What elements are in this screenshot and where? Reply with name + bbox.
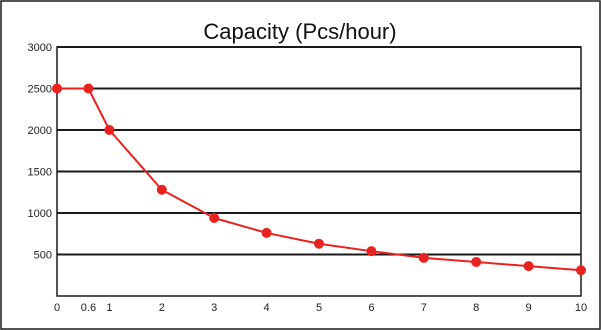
series [52,83,586,276]
x-tick-label: 8 [473,302,479,314]
x-tick-label: 2 [159,302,165,314]
x-tick-label: 9 [526,302,532,314]
x-tick-label: 10 [575,302,587,314]
x-tick-label: 7 [421,302,427,314]
y-tick-label: 2500 [28,84,52,96]
data-point [52,83,62,94]
data-point [366,246,377,257]
x-tick-label: 0.6 [81,302,96,314]
data-point [314,238,324,249]
x-axis-ticks: 0 0.6 1 2 3 4 5 6 7 8 9 10 [54,302,587,314]
x-tick-label: 4 [264,302,270,314]
data-point [104,125,115,135]
data-point [261,227,272,238]
chart-title: Capacity (Pcs/hour) [203,19,396,44]
x-tick-label: 3 [211,302,217,314]
data-point [576,265,586,276]
data-point [83,83,94,94]
x-tick-label: 1 [106,302,112,314]
y-tick-label: 3000 [28,42,52,54]
y-tick-label: 1500 [28,167,52,179]
y-tick-label: 2000 [28,125,52,137]
data-point [471,256,482,267]
x-tick-label: 5 [316,302,322,314]
data-point [523,261,534,272]
x-tick-label: 6 [368,302,374,314]
y-tick-label: 1000 [28,208,52,220]
y-tick-label: 500 [34,250,52,262]
gridlines [57,46,581,256]
series-line [57,87,582,272]
x-tick-label: 0 [54,302,60,314]
data-point [156,184,167,195]
y-axis-ticks: 500 1000 1500 2000 2500 3000 [28,42,52,262]
data-point [418,252,429,263]
data-point [209,212,220,223]
